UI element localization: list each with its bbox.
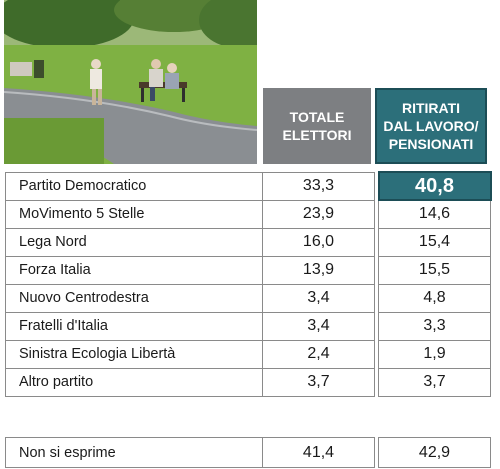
footer-table: Non si esprime 41,4 42,9 (5, 437, 491, 468)
totale-value: 3,4 (262, 311, 375, 341)
totale-value: 3,7 (262, 367, 375, 397)
party-name: Forza Italia (5, 255, 263, 285)
results-table: Partito Democratico 33,3 40,8 MoVimento … (5, 171, 492, 397)
party-name: Fratelli d'Italia (5, 311, 263, 341)
party-name: Altro partito (5, 367, 263, 397)
pensionati-value: 4,8 (378, 283, 491, 313)
totale-value: 2,4 (262, 339, 375, 369)
pensionati-value-highlight: 40,8 (377, 171, 492, 201)
table-row: Fratelli d'Italia 3,4 3,3 (5, 311, 491, 341)
totale-value: 23,9 (262, 199, 375, 229)
totale-value: 16,0 (262, 227, 375, 257)
table-row: Forza Italia 13,9 15,5 (5, 255, 491, 285)
header-totale-elettori: TOTALE ELETTORI (263, 88, 371, 164)
table-row: Partito Democratico 33,3 40,8 (5, 171, 492, 201)
party-name: MoVimento 5 Stelle (5, 199, 263, 229)
table-row: Altro partito 3,7 3,7 (5, 367, 491, 397)
park-photo (4, 0, 257, 164)
totale-value: 3,4 (262, 283, 375, 313)
park-illustration (4, 0, 257, 164)
table-row-non-si-esprime: Non si esprime 41,4 42,9 (5, 437, 491, 468)
header-pensionati: RITIRATI DAL LAVORO/ PENSIONATI (375, 88, 487, 164)
table-row: Lega Nord 16,0 15,4 (5, 227, 491, 257)
party-name: Partito Democratico (5, 171, 263, 201)
party-name: Nuovo Centrodestra (5, 283, 263, 313)
pensionati-value: 3,7 (378, 367, 491, 397)
pensionati-value: 15,5 (378, 255, 491, 285)
party-name: Sinistra Ecologia Libertà (5, 339, 263, 369)
pensionati-value: 3,3 (378, 311, 491, 341)
table-row: Nuovo Centrodestra 3,4 4,8 (5, 283, 491, 313)
totale-value: 13,9 (262, 255, 375, 285)
table-row: Sinistra Ecologia Libertà 2,4 1,9 (5, 339, 491, 369)
pensionati-value: 1,9 (378, 339, 491, 369)
party-name: Lega Nord (5, 227, 263, 257)
pensionati-value: 42,9 (378, 437, 491, 468)
pensionati-value: 14,6 (378, 199, 491, 229)
totale-value: 41,4 (262, 437, 375, 468)
table-row: MoVimento 5 Stelle 23,9 14,6 (5, 199, 491, 229)
party-name: Non si esprime (5, 437, 263, 468)
pensionati-value: 15,4 (378, 227, 491, 257)
totale-value: 33,3 (262, 171, 375, 201)
